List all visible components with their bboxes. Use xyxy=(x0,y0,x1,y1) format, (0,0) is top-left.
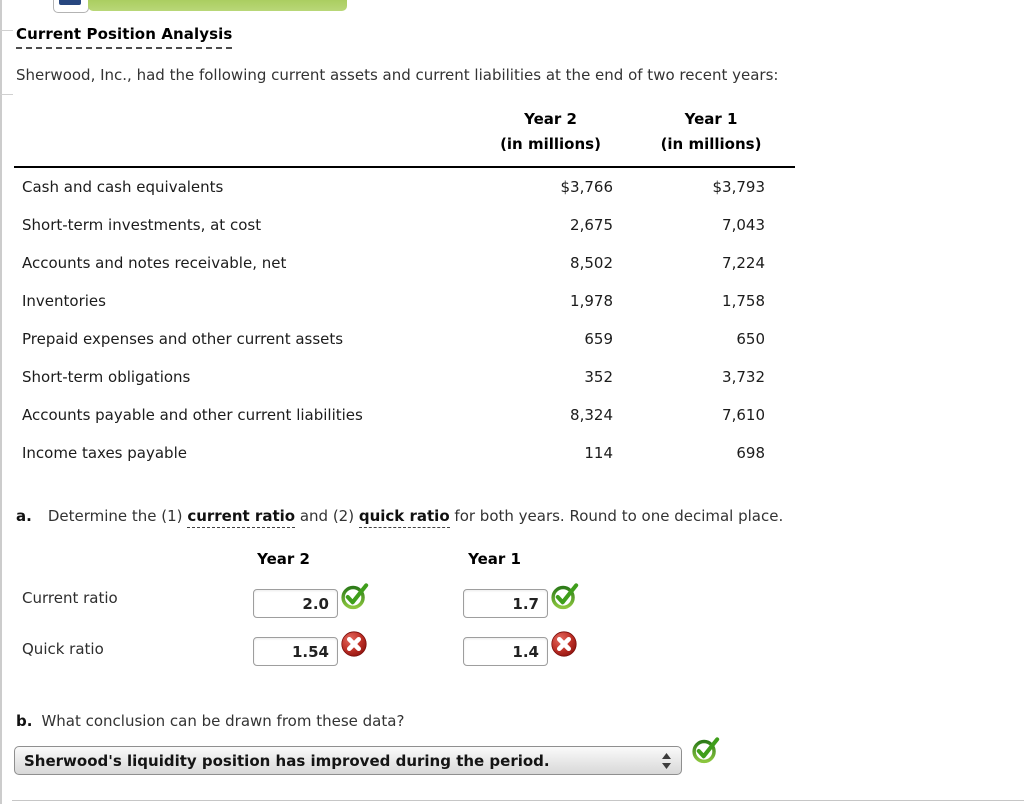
answer-col-header-year2: Year 2 xyxy=(257,550,310,568)
row-label: Short-term obligations xyxy=(22,368,191,386)
quick-ratio-glossary-link[interactable]: quick ratio xyxy=(358,507,450,528)
green-check-icon xyxy=(341,582,370,615)
year2-value: 659 xyxy=(584,330,613,348)
current-ratio-label: Current ratio xyxy=(22,589,118,607)
answer-col-header-year1: Year 1 xyxy=(468,550,521,568)
part-a-instructions: a. Determine the (1) current ratio and (2… xyxy=(16,507,784,528)
green-check-icon xyxy=(551,582,580,615)
part-a-text-2: and (2) xyxy=(295,507,359,525)
part-b-text: What conclusion can be drawn from these … xyxy=(41,712,405,730)
year2-value: 1,978 xyxy=(570,292,613,310)
row-label: Prepaid expenses and other current asset… xyxy=(22,330,344,348)
quick-ratio-year1-input[interactable] xyxy=(463,637,548,666)
year1-value: 3,732 xyxy=(722,368,765,386)
table-row: Prepaid expenses and other current asset… xyxy=(14,320,795,358)
part-b-marker: b. xyxy=(16,712,33,730)
year2-value: $3,766 xyxy=(560,178,614,196)
page-title: Current Position Analysis xyxy=(16,25,233,49)
year2-value: 8,502 xyxy=(570,254,613,272)
year1-value: 698 xyxy=(736,444,765,462)
partial-toolbar-icon-button[interactable] xyxy=(53,0,89,13)
row-label: Accounts and notes receivable, net xyxy=(22,254,287,272)
table-row: Accounts payable and other current liabi… xyxy=(14,396,795,434)
current-ratio-year1-input[interactable] xyxy=(463,589,548,618)
row-label: Inventories xyxy=(22,292,106,310)
up-down-arrows-icon xyxy=(661,752,672,770)
year1-value: $3,793 xyxy=(712,178,766,196)
part-a-text-1: Determine the (1) xyxy=(47,507,188,525)
current-ratio-year2-input[interactable] xyxy=(253,589,338,618)
col-header-year2: Year 2 xyxy=(524,110,577,128)
row-label: Income taxes payable xyxy=(22,444,187,462)
table-row: Accounts and notes receivable, net 8,502… xyxy=(14,244,795,282)
current-ratio-glossary-link[interactable]: current ratio xyxy=(187,507,296,528)
green-check-icon xyxy=(692,736,721,769)
conclusion-selected-option: Sherwood's liquidity position has improv… xyxy=(24,751,550,770)
partial-toolbar-icon xyxy=(59,0,81,5)
year1-value: 7,043 xyxy=(722,216,765,234)
conclusion-select[interactable]: Sherwood's liquidity position has improv… xyxy=(14,746,682,775)
row-label: Accounts payable and other current liabi… xyxy=(22,406,363,424)
quick-ratio-label: Quick ratio xyxy=(22,640,104,658)
year2-value: 8,324 xyxy=(570,406,613,424)
year2-value: 2,675 xyxy=(570,216,613,234)
row-label: Short-term investments, at cost xyxy=(22,216,262,234)
table-row: Short-term obligations 352 3,732 xyxy=(14,358,795,396)
red-x-icon xyxy=(341,631,367,661)
year2-value: 352 xyxy=(584,368,613,386)
table-row: Income taxes payable 114 698 xyxy=(14,434,795,472)
gutter-divider xyxy=(0,30,13,31)
year1-value: 650 xyxy=(736,330,765,348)
table-row: Cash and cash equivalents $3,766 $3,793 xyxy=(14,167,795,206)
table-row: Inventories 1,978 1,758 xyxy=(14,282,795,320)
part-b-question: b. What conclusion can be drawn from thes… xyxy=(16,712,404,730)
col-subheader-year2: (in millions) xyxy=(474,128,627,168)
current-position-table: Year 2 Year 1 (in millions) (in millions… xyxy=(14,100,795,472)
bottom-divider xyxy=(12,800,1024,801)
partial-green-button[interactable] xyxy=(88,0,347,11)
year2-value: 114 xyxy=(584,444,613,462)
year1-value: 7,224 xyxy=(722,254,765,272)
part-a-text-3: for both years. Round to one decimal pla… xyxy=(449,507,784,525)
quick-ratio-year2-input[interactable] xyxy=(253,637,338,666)
row-label: Cash and cash equivalents xyxy=(22,178,224,196)
intro-text: Sherwood, Inc., had the following curren… xyxy=(16,66,779,84)
gutter-divider xyxy=(0,94,13,95)
col-header-year1: Year 1 xyxy=(684,110,738,128)
table-row: Short-term investments, at cost 2,675 7,… xyxy=(14,206,795,244)
left-panel-border xyxy=(0,0,2,804)
col-subheader-year1: (in millions) xyxy=(627,128,795,168)
part-a-marker: a. xyxy=(16,507,32,525)
year1-value: 7,610 xyxy=(722,406,765,424)
red-x-icon xyxy=(551,631,577,661)
year1-value: 1,758 xyxy=(722,292,765,310)
